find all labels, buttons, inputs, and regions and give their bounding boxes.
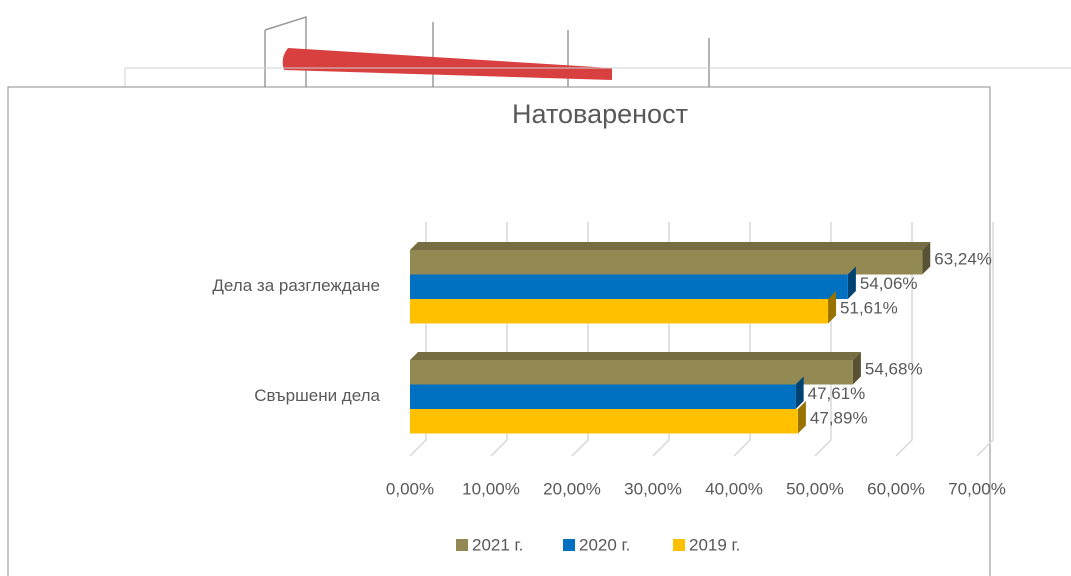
legend-swatch bbox=[673, 539, 685, 551]
legend-swatch bbox=[456, 539, 468, 551]
background-chart-fragment bbox=[264, 15, 710, 100]
bar-side bbox=[795, 376, 804, 409]
data-label: 63,24% bbox=[934, 250, 992, 269]
bar-side bbox=[852, 352, 861, 385]
legend-label: 2020 г. bbox=[579, 535, 630, 554]
bar-side bbox=[828, 291, 837, 324]
legend-label: 2021 г. bbox=[472, 535, 523, 554]
x-tick-label: 50,00% bbox=[786, 479, 844, 498]
x-tick-label: 10,00% bbox=[462, 479, 520, 498]
legend-label: 2019 г. bbox=[689, 535, 740, 554]
data-label: 47,89% bbox=[810, 409, 868, 428]
data-label: 47,61% bbox=[808, 384, 866, 403]
x-tick-label: 20,00% bbox=[543, 479, 601, 498]
bar-top bbox=[410, 352, 861, 360]
bar-side bbox=[847, 266, 856, 299]
x-tick-label: 0,00% bbox=[386, 479, 434, 498]
bar bbox=[410, 384, 796, 409]
grid-line bbox=[895, 222, 913, 457]
data-label: 51,61% bbox=[840, 299, 898, 318]
grid-line bbox=[976, 222, 994, 457]
bar-side bbox=[797, 401, 806, 434]
bar bbox=[410, 299, 829, 324]
bar-top bbox=[410, 242, 931, 250]
x-tick-label: 60,00% bbox=[867, 479, 925, 498]
x-tick-label: 30,00% bbox=[624, 479, 682, 498]
data-label: 54,06% bbox=[860, 274, 918, 293]
data-label: 54,68% bbox=[865, 360, 923, 379]
legend-swatch bbox=[563, 539, 575, 551]
y-tick-label: Дела за разглеждане bbox=[212, 276, 380, 295]
x-tick-label: 70,00% bbox=[948, 479, 1006, 498]
bar bbox=[410, 360, 853, 385]
chart-title: Натоварeност bbox=[512, 99, 688, 129]
bar bbox=[410, 250, 923, 275]
y-tick-label: Свършени дела bbox=[254, 386, 380, 405]
bar-side bbox=[922, 242, 931, 275]
bar bbox=[410, 274, 848, 299]
bar bbox=[410, 409, 798, 434]
x-tick-label: 40,00% bbox=[705, 479, 763, 498]
chart-frame bbox=[7, 86, 991, 576]
